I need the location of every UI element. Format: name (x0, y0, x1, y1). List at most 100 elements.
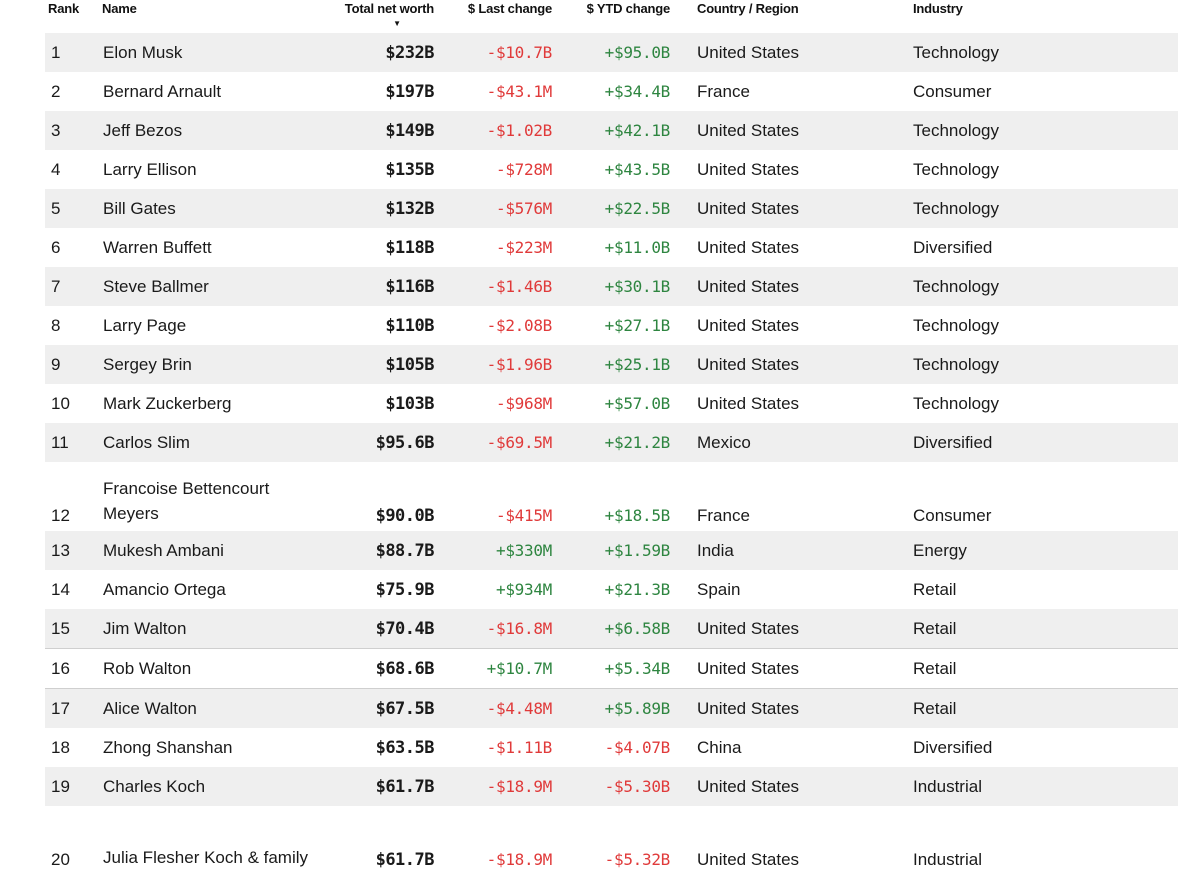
last-change-cell: +$330M (496, 540, 552, 560)
name-cell: Julia Flesher Koch & family (103, 848, 309, 867)
rank-cell: 16 (45, 648, 102, 689)
column-header-country[interactable]: Country / Region (672, 0, 888, 33)
column-header-industry-label: Industry (913, 1, 963, 16)
column-header-name-label: Name (102, 1, 137, 16)
last-change-cell: -$728M (496, 159, 552, 179)
industry-cell: Retail (888, 648, 1178, 689)
ytd-change-cell: +$34.4B (604, 81, 671, 101)
table-row[interactable]: 9 Sergey Brin $105B -$1.96B +$25.1B United St… (45, 345, 1178, 384)
rank-cell: 13 (51, 540, 70, 560)
ytd-change-cell: +$21.3B (604, 579, 671, 599)
country-cell: United States (697, 850, 800, 869)
rank-cell: 7 (51, 276, 61, 296)
rank-cell: 20 (51, 850, 70, 869)
table-row[interactable]: 13 Mukesh Ambani $88.7B +$330M +$1.59B India E… (45, 531, 1178, 570)
last-change-cell: -$4.48M (436, 688, 554, 728)
table-row[interactable]: 20 Julia Flesher Koch & family $61.7B -$18.… (45, 806, 1178, 875)
table-row[interactable]: 14 Amancio Ortega $75.9B +$934M +$21.3B Spain… (45, 570, 1178, 609)
column-header-country-label: Country / Region (697, 1, 799, 16)
name-cell: Amancio Ortega (103, 579, 226, 599)
name-cell: Bill Gates (103, 198, 176, 218)
table-row[interactable]: 17 Alice Walton $67.5B -$4.48M +$5.89B United… (45, 688, 1178, 728)
net-worth-cell: $95.6B (375, 432, 435, 453)
table-row[interactable]: 10 Mark Zuckerberg $103B -$968M +$57.0B Unite… (45, 384, 1178, 423)
industry-cell: Technology (913, 42, 1000, 62)
table-row[interactable]: 7 Steve Ballmer $116B -$1.46B +$30.1B United … (45, 267, 1178, 306)
table-row[interactable]: 2 Bernard Arnault $197B -$43.1M +$34.4B Franc… (45, 72, 1178, 111)
table-row[interactable]: 6 Warren Buffett $118B -$223M +$11.0B United … (45, 228, 1178, 267)
ytd-change-cell: +$22.5B (604, 198, 671, 218)
table-row[interactable]: 1 Elon Musk $232B -$10.7B +$95.0B United Stat… (45, 33, 1178, 72)
industry-cell: Diversified (913, 237, 993, 257)
ytd-change-cell: +$30.1B (604, 276, 671, 296)
rank-cell: 12 (51, 506, 70, 525)
table-body: 1 Elon Musk $232B -$10.7B +$95.0B United Stat… (45, 33, 1178, 875)
ytd-change-cell: -$5.30B (604, 776, 671, 796)
table-row[interactable]: 12 Francoise Bettencourt Meyers $90.0B -$41… (45, 462, 1178, 531)
industry-cell: Technology (913, 315, 1000, 335)
column-header-rank[interactable]: Rank (45, 0, 102, 33)
last-change-cell: -$10.7B (486, 42, 553, 62)
table-row[interactable]: 19 Charles Koch $61.7B -$18.9M -$5.30B United… (45, 767, 1178, 806)
country-cell: United States (697, 618, 800, 638)
name-cell: Jeff Bezos (103, 120, 183, 140)
net-worth-cell: $63.5B (375, 737, 435, 758)
net-worth-cell: $118B (385, 237, 434, 258)
industry-cell: Technology (913, 120, 1000, 140)
table-row[interactable]: 8 Larry Page $110B -$2.08B +$27.1B United Sta… (45, 306, 1178, 345)
country-cell: United States (672, 688, 888, 728)
rank-cell: 1 (51, 42, 61, 62)
column-header-ytd-change[interactable]: $ YTD change (554, 0, 672, 33)
table-row[interactable]: 5 Bill Gates $132B -$576M +$22.5B United Stat… (45, 189, 1178, 228)
table-row[interactable]: 4 Larry Ellison $135B -$728M +$43.5B United S… (45, 150, 1178, 189)
industry-cell: Technology (913, 198, 1000, 218)
last-change-cell: -$18.9M (486, 850, 553, 869)
country-cell: United States (697, 315, 800, 335)
net-worth-cell: $68.6B (320, 648, 436, 689)
name-cell: Alice Walton (102, 688, 320, 728)
net-worth-cell: $110B (385, 315, 434, 336)
ytd-change-cell: -$4.07B (604, 737, 671, 757)
country-cell: India (697, 540, 734, 560)
ytd-change-cell: +$42.1B (604, 120, 671, 140)
table-row[interactable]: 15 Jim Walton $70.4B -$16.8M +$6.58B United S… (45, 609, 1178, 649)
country-cell: China (697, 737, 742, 757)
industry-cell: Technology (913, 354, 1000, 374)
country-cell: United States (697, 276, 800, 296)
country-cell: United States (697, 159, 800, 179)
name-cell: Larry Ellison (103, 159, 197, 179)
last-change-cell: -$1.11B (486, 737, 553, 757)
net-worth-cell: $75.9B (375, 579, 435, 600)
country-cell: United States (697, 120, 800, 140)
industry-cell: Diversified (913, 737, 993, 757)
net-worth-cell: $149B (385, 120, 434, 141)
rank-cell: 14 (51, 579, 70, 599)
table-row[interactable]: 3 Jeff Bezos $149B -$1.02B +$42.1B United Sta… (45, 111, 1178, 150)
industry-cell: Technology (913, 393, 1000, 413)
header-row: Rank Name Total net worth ▼ $ Last chang… (45, 0, 1178, 33)
country-cell: United States (697, 393, 800, 413)
table-row[interactable]: 11 Carlos Slim $95.6B -$69.5M +$21.2B Mexico D… (45, 423, 1178, 462)
table-row[interactable]: 16 Rob Walton $68.6B +$10.7M +$5.34B United S… (45, 648, 1178, 689)
column-header-last-change-label: $ Last change (467, 1, 552, 16)
name-cell: Warren Buffett (103, 237, 212, 257)
country-cell: United States (697, 198, 800, 218)
column-header-ytd-change-label: $ YTD change (586, 1, 671, 16)
industry-cell: Industrial (913, 850, 982, 869)
name-cell: Francoise Bettencourt Meyers (103, 479, 270, 523)
last-change-cell: -$2.08B (486, 315, 553, 335)
ytd-change-cell: +$1.59B (604, 540, 671, 560)
rank-cell: 19 (51, 776, 70, 796)
column-header-net-worth-label: Total net worth (344, 1, 434, 16)
industry-cell: Consumer (913, 506, 992, 525)
industry-cell: Industrial (913, 776, 982, 796)
column-header-industry[interactable]: Industry (888, 0, 1178, 33)
industry-cell: Technology (913, 276, 1000, 296)
industry-cell: Retail (913, 579, 957, 599)
column-header-name[interactable]: Name (102, 0, 320, 33)
net-worth-cell: $103B (385, 393, 434, 414)
last-change-cell: -$1.46B (486, 276, 553, 296)
table-row[interactable]: 18 Zhong Shanshan $63.5B -$1.11B -$4.07B Chin… (45, 728, 1178, 767)
column-header-net-worth[interactable]: Total net worth ▼ (320, 0, 436, 33)
column-header-last-change[interactable]: $ Last change (436, 0, 554, 33)
